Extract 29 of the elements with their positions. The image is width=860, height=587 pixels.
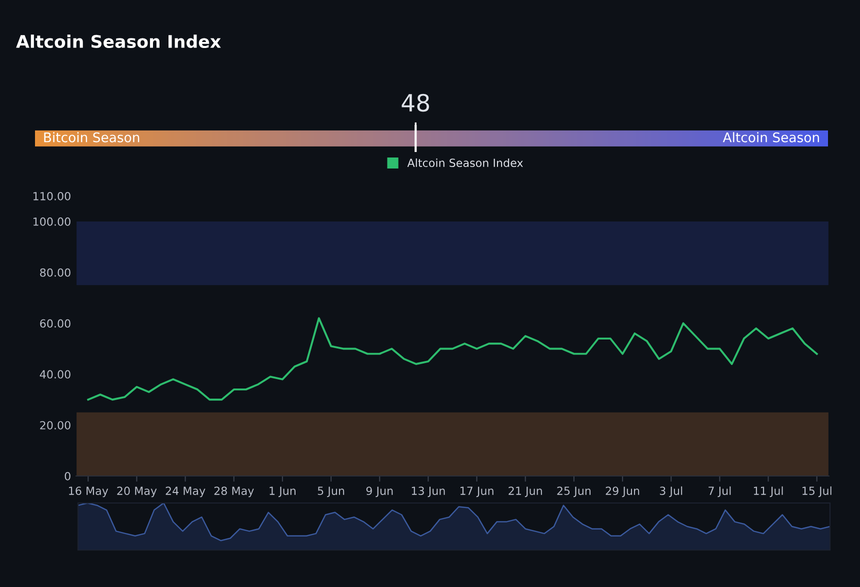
x-tick-label: 11 Jul: [754, 486, 783, 498]
y-tick-label: 60.00: [40, 319, 70, 328]
x-tick-label: 5 Jun: [318, 486, 344, 498]
y-tick-label: 110.00: [33, 192, 70, 200]
y-tick-label: 20.00: [40, 421, 70, 430]
x-tick-label: 13 Jun: [412, 486, 445, 498]
y-tick-label: 40.00: [40, 370, 70, 379]
text: Altcoin Season: [722, 132, 819, 142]
legend-label: Altcoin Season Index: [407, 158, 523, 168]
x-tick-label: 21 Jun: [508, 486, 542, 498]
data-label: 48: [402, 94, 430, 112]
x-tick-label: 1 Jun: [270, 486, 296, 498]
x-tick-label: 28 May: [214, 486, 254, 498]
x-tick-label: 29 Jun: [606, 486, 640, 498]
x-tick-label: 9 Jun: [366, 486, 393, 498]
x-tick-label: 20 May: [117, 486, 157, 498]
x-tick-label: 16 May: [69, 486, 108, 498]
x-tick-label: 3 Jul: [660, 486, 682, 498]
text: Altcoin Season Index: [16, 34, 221, 48]
line-series: [87, 317, 818, 401]
text: Bitcoin Season: [44, 132, 140, 142]
x-tick-label: 24 May: [166, 486, 206, 498]
y-tick-label: 80.00: [40, 268, 70, 277]
y-tick-label: 100.00: [33, 217, 70, 226]
x-tick-label: 17 Jun: [460, 486, 494, 498]
x-tick-label: 15 Jul: [802, 486, 832, 498]
x-tick-label: 25 Jun: [557, 486, 591, 498]
x-tick-label: 7 Jul: [708, 486, 731, 498]
y-tick-label: 0: [64, 472, 70, 480]
